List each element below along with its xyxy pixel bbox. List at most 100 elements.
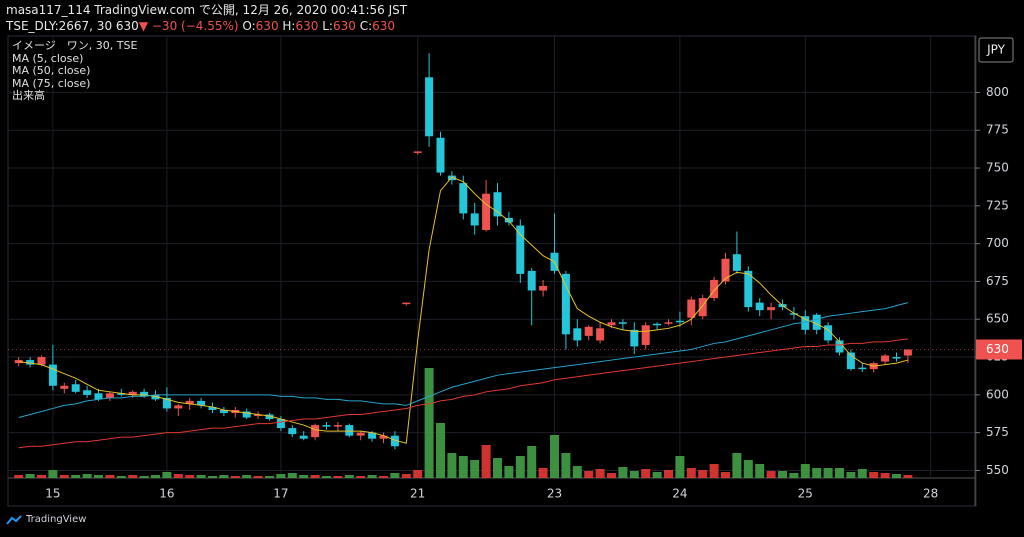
volume-bar bbox=[470, 460, 480, 478]
candle-body bbox=[801, 316, 810, 330]
volume-bar bbox=[322, 476, 331, 478]
brand: TradingView bbox=[26, 514, 87, 525]
candle-body bbox=[117, 393, 126, 395]
volume-bar bbox=[265, 476, 274, 478]
last-price-label: 630 bbox=[986, 342, 1009, 356]
volume-bar bbox=[37, 475, 46, 478]
candle-body bbox=[276, 419, 285, 429]
plot-frame bbox=[7, 35, 977, 507]
candle-body bbox=[687, 299, 696, 318]
volume-bar bbox=[698, 470, 708, 478]
candle-body bbox=[197, 400, 206, 406]
candle-body bbox=[596, 328, 605, 341]
volume-bar bbox=[14, 475, 24, 478]
last-price-box bbox=[976, 339, 1022, 360]
volume-bar bbox=[344, 475, 354, 478]
candle-body bbox=[618, 322, 627, 324]
ma-line bbox=[18, 176, 909, 444]
change: −30 (−4.55%) bbox=[151, 19, 239, 33]
volume-bar bbox=[561, 453, 571, 478]
volume-bar bbox=[675, 456, 685, 478]
volume-bar bbox=[823, 468, 833, 478]
volume-bar bbox=[447, 453, 457, 478]
volume-bar bbox=[424, 368, 434, 478]
x-tick-label: 17 bbox=[273, 487, 288, 501]
volume-bar bbox=[287, 473, 297, 478]
volume-bar bbox=[71, 475, 81, 478]
candle-body bbox=[664, 322, 673, 324]
legend-entry[interactable]: MA (5, close) bbox=[12, 51, 84, 65]
candle-body bbox=[288, 428, 297, 435]
volume-bar bbox=[538, 468, 548, 478]
currency-box[interactable] bbox=[978, 37, 1014, 63]
y-tick-label: 575 bbox=[986, 425, 1009, 439]
y-tick-label: 650 bbox=[986, 312, 1009, 326]
candle-body bbox=[721, 258, 730, 282]
volume-bar bbox=[162, 472, 172, 478]
legend-entry[interactable]: MA (50, close) bbox=[12, 64, 91, 77]
volume-bar bbox=[25, 474, 35, 478]
volume-bar bbox=[709, 464, 719, 478]
candle-body bbox=[835, 340, 844, 353]
legend-entry[interactable]: MA (75, close) bbox=[12, 76, 91, 90]
candle-body bbox=[105, 393, 114, 398]
candle-body bbox=[710, 279, 719, 299]
volume-bar bbox=[789, 473, 799, 478]
candle-body bbox=[71, 384, 80, 392]
ohlc-h: 630 bbox=[295, 19, 319, 33]
candle-body bbox=[732, 254, 741, 271]
volume-bar bbox=[595, 469, 605, 478]
volume-bar bbox=[356, 476, 366, 478]
volume-bar bbox=[105, 475, 115, 478]
volume-bar bbox=[219, 475, 229, 478]
volume-bar bbox=[59, 475, 69, 478]
candle-body bbox=[789, 313, 798, 315]
candle-body bbox=[881, 355, 890, 362]
candle-body bbox=[504, 217, 513, 223]
volume-bar bbox=[892, 474, 901, 478]
y-tick-label: 675 bbox=[986, 274, 1009, 288]
candle-body bbox=[390, 435, 399, 447]
volume-bar bbox=[253, 476, 263, 478]
candle-body bbox=[219, 409, 228, 413]
candle-body bbox=[653, 323, 662, 326]
volume-bar bbox=[835, 468, 844, 478]
volume-bar bbox=[128, 475, 138, 478]
volume-bar bbox=[504, 466, 514, 478]
volume-bar bbox=[732, 453, 742, 478]
candle-body bbox=[162, 397, 171, 409]
volume-bar bbox=[116, 476, 126, 478]
volume-bar bbox=[493, 458, 502, 478]
candle-body bbox=[60, 385, 69, 389]
legend-entry[interactable]: 出来高 bbox=[12, 89, 45, 102]
candle-body bbox=[482, 193, 491, 231]
candle-body bbox=[561, 273, 570, 335]
candle-body bbox=[607, 322, 616, 326]
legend: イメージ ワン, 30, TSE MA (5, close) MA (50, c… bbox=[12, 39, 137, 103]
candle-body bbox=[151, 394, 160, 400]
candle-body bbox=[254, 414, 263, 417]
candle-body bbox=[402, 302, 411, 305]
volume-bar bbox=[572, 466, 582, 478]
volume-bar bbox=[401, 474, 411, 478]
volume-bar bbox=[151, 475, 160, 478]
ohlc-o-label: O: bbox=[242, 19, 256, 33]
x-tick-label: 16 bbox=[159, 487, 174, 501]
candle-body bbox=[140, 391, 149, 397]
candle-body bbox=[812, 314, 821, 330]
ma-line bbox=[18, 338, 908, 449]
volume-bar bbox=[458, 456, 468, 478]
volume-bar bbox=[208, 476, 217, 478]
volume-bar bbox=[778, 471, 787, 478]
ma-line bbox=[18, 302, 909, 419]
volume-bar bbox=[515, 456, 525, 478]
candle-body bbox=[413, 151, 422, 153]
y-tick-label: 750 bbox=[986, 161, 1009, 175]
candle-body bbox=[675, 320, 684, 323]
volume-bar bbox=[607, 473, 616, 478]
candle-body bbox=[846, 352, 855, 370]
volume-bar bbox=[185, 475, 195, 478]
candle-body bbox=[573, 328, 582, 341]
y-tick-label: 700 bbox=[986, 236, 1009, 250]
